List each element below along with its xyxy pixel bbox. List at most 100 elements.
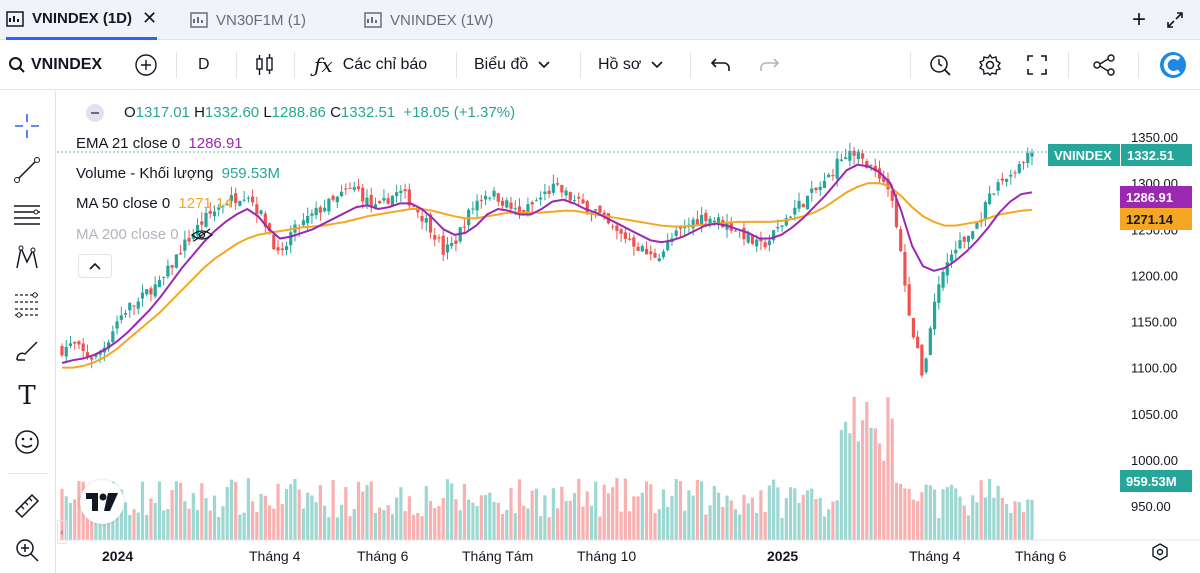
tradingview-logo[interactable] xyxy=(80,480,124,524)
smiley-icon xyxy=(15,430,39,454)
candle-body xyxy=(691,219,695,229)
volume-bar xyxy=(670,495,674,540)
indicators-button[interactable]: ƒx Các chỉ báo xyxy=(314,40,427,90)
symbol-label: VNINDEX xyxy=(31,56,103,73)
collapse-legend-icon[interactable] xyxy=(86,104,104,123)
candle-body xyxy=(623,232,627,239)
volume-bar xyxy=(276,483,280,540)
redo-button[interactable] xyxy=(758,40,780,90)
ohlc-legend: O1317.01 H1332.60 L1288.86 C1332.51 +18.… xyxy=(86,104,515,123)
candle-body xyxy=(1030,152,1034,157)
candle-body xyxy=(517,206,522,214)
candle-body xyxy=(492,190,496,197)
chart-icon xyxy=(364,12,382,28)
volume-bar xyxy=(716,492,721,540)
candle-body xyxy=(162,276,166,278)
ma50-legend[interactable]: MA 50 close 0 1271.14 xyxy=(76,195,233,212)
hidden-eye-icon[interactable] xyxy=(190,227,213,243)
candle-body xyxy=(94,354,98,357)
crosshair-tool[interactable] xyxy=(10,109,44,143)
time-axis[interactable]: 2024 Tháng 4 Tháng 6 Tháng Tám Tháng 10 2025 T… xyxy=(102,548,1067,564)
volume-bar xyxy=(1017,501,1021,540)
candle-body xyxy=(954,249,958,254)
text-tool[interactable]: T xyxy=(10,379,44,413)
volume-bar xyxy=(581,506,585,540)
close-tab-icon[interactable]: ✕ xyxy=(142,8,158,28)
volume-bar xyxy=(297,489,301,540)
brand-logo[interactable] xyxy=(1158,40,1188,90)
candle-body xyxy=(496,193,500,202)
candle-type-button[interactable] xyxy=(254,40,276,90)
measure-tool[interactable] xyxy=(10,489,44,523)
candle-body xyxy=(1013,172,1017,174)
candle-body xyxy=(543,191,547,194)
candle-body xyxy=(356,186,361,190)
trend-line-tool[interactable] xyxy=(10,153,44,187)
volume-bar xyxy=(772,479,776,540)
candle-body xyxy=(611,226,615,228)
fullscreen-button[interactable] xyxy=(1026,40,1048,90)
candle-body xyxy=(966,235,971,242)
share-button[interactable] xyxy=(1092,40,1116,90)
expand-icon[interactable] xyxy=(1166,0,1192,40)
volume-bar xyxy=(403,511,407,540)
volume-bar xyxy=(721,506,725,540)
profile-dropdown[interactable]: Hồ sơ xyxy=(598,40,663,90)
volume-bar xyxy=(136,512,140,540)
candle-body xyxy=(331,195,335,200)
volume-bar xyxy=(166,509,170,540)
add-tab-icon[interactable]: + xyxy=(1132,6,1147,33)
candle-body xyxy=(924,358,928,373)
horizontal-lines-icon xyxy=(14,205,40,225)
candle-body xyxy=(801,204,805,208)
x-tick-label: Tháng 6 xyxy=(357,548,409,564)
candle-body xyxy=(369,194,373,206)
ema-legend[interactable]: EMA 21 close 0 1286.91 xyxy=(76,135,243,152)
candle-body xyxy=(289,232,293,246)
volume-bar xyxy=(1004,503,1009,540)
symbol-search[interactable]: VNINDEX xyxy=(8,40,102,90)
brush-tool[interactable] xyxy=(10,333,44,367)
alert-button[interactable] xyxy=(928,40,952,90)
tab-vn30f1m[interactable]: VN30F1M (1) xyxy=(190,0,306,40)
volume-bar xyxy=(420,516,424,540)
tab-vnindex-1w[interactable]: VNINDEX (1W) xyxy=(364,0,493,40)
candle-body xyxy=(344,188,348,190)
ma200-legend[interactable]: MA 200 close 0 xyxy=(76,226,213,243)
settings-button[interactable] xyxy=(978,40,1002,90)
interval-button[interactable]: D xyxy=(198,40,210,90)
ohlc-c-label: C xyxy=(330,104,341,121)
price-chart[interactable]: 1350.001300.001250.001200.001150.001100.… xyxy=(57,91,1200,573)
tab-vnindex-1d[interactable]: VNINDEX (1D) ✕ xyxy=(6,0,158,40)
x-tick-label: Tháng 10 xyxy=(577,548,636,564)
volume-bar xyxy=(890,418,894,540)
candle-body xyxy=(873,165,877,172)
horizontal-lines-tool[interactable] xyxy=(10,197,44,231)
volume-bar xyxy=(606,493,611,540)
compare-symbol-button[interactable] xyxy=(134,40,158,90)
zoom-tool[interactable] xyxy=(10,533,44,567)
volume-bar xyxy=(945,487,949,540)
ema21-line xyxy=(61,163,1033,364)
fib-tool[interactable] xyxy=(10,287,44,321)
axis-settings-icon[interactable] xyxy=(1152,543,1168,561)
undo-button[interactable] xyxy=(710,40,732,90)
candle-body xyxy=(619,229,623,234)
volume-bar xyxy=(229,479,234,540)
pattern-tool[interactable] xyxy=(10,241,44,275)
collapse-legend-button[interactable] xyxy=(78,254,112,278)
x-tick-label: Tháng 4 xyxy=(909,548,961,564)
x-tick-label: Tháng 6 xyxy=(1015,548,1067,564)
candle-body xyxy=(174,254,178,268)
chart-type-dropdown[interactable]: Biểu đồ xyxy=(474,40,550,90)
volume-bar xyxy=(327,517,331,540)
candle-body xyxy=(844,157,848,160)
collapse-toolbar-handle[interactable]: ‹ xyxy=(57,520,67,544)
volume-bar xyxy=(962,505,966,540)
volume-bar xyxy=(208,510,212,540)
emoji-tool[interactable] xyxy=(10,425,44,459)
volume-bar xyxy=(882,460,886,540)
tab-bar: VNINDEX (1D) ✕ VN30F1M (1) VNINDEX (1W) … xyxy=(0,0,1200,40)
volume-legend[interactable]: Volume - Khối lượng 959.53M xyxy=(76,165,280,182)
candle-body xyxy=(382,198,386,201)
